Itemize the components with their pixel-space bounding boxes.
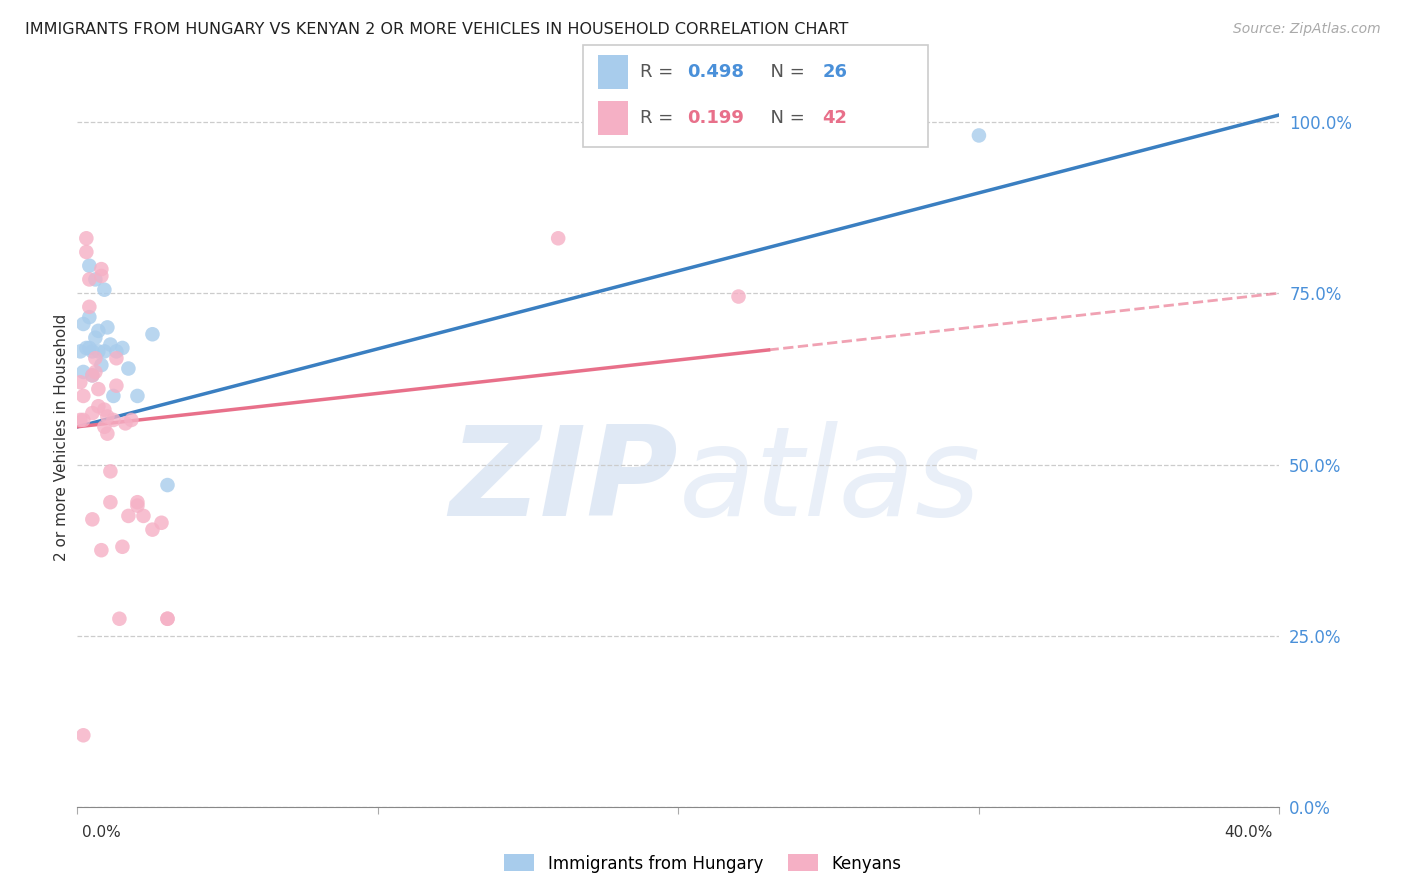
Point bbox=[75, 245, 97, 260]
Point bbox=[156, 612, 179, 626]
Point bbox=[84, 365, 107, 379]
Text: 40.0%: 40.0% bbox=[1225, 825, 1272, 839]
Point bbox=[120, 413, 142, 427]
Point bbox=[79, 259, 101, 273]
Text: N =: N = bbox=[759, 109, 811, 127]
Point bbox=[141, 523, 163, 537]
Point bbox=[79, 341, 101, 355]
Point bbox=[967, 128, 990, 143]
Point bbox=[79, 300, 101, 314]
Point bbox=[103, 413, 125, 427]
Point bbox=[90, 543, 112, 558]
Point bbox=[156, 478, 179, 492]
Point bbox=[72, 389, 94, 403]
Point bbox=[72, 317, 94, 331]
Point bbox=[75, 341, 97, 355]
Point bbox=[103, 389, 125, 403]
Point bbox=[82, 344, 104, 359]
Text: 0.199: 0.199 bbox=[688, 109, 744, 127]
Point bbox=[100, 337, 122, 351]
Point bbox=[69, 344, 91, 359]
Point bbox=[87, 324, 110, 338]
Point bbox=[105, 351, 128, 366]
Point bbox=[108, 612, 131, 626]
Point bbox=[127, 495, 149, 509]
Point bbox=[93, 344, 115, 359]
Point bbox=[87, 382, 110, 396]
Point bbox=[93, 419, 115, 434]
Point bbox=[117, 361, 139, 376]
Point bbox=[93, 283, 115, 297]
Point bbox=[132, 508, 155, 523]
Point bbox=[75, 231, 97, 245]
Point bbox=[79, 310, 101, 325]
Point bbox=[72, 728, 94, 742]
Y-axis label: 2 or more Vehicles in Household: 2 or more Vehicles in Household bbox=[53, 313, 69, 561]
Point bbox=[69, 413, 91, 427]
Point bbox=[114, 417, 136, 431]
Point bbox=[72, 413, 94, 427]
Text: N =: N = bbox=[759, 62, 811, 81]
Text: R =: R = bbox=[640, 109, 679, 127]
Point bbox=[111, 341, 134, 355]
Point bbox=[127, 389, 149, 403]
Text: 0.0%: 0.0% bbox=[82, 825, 121, 839]
Point bbox=[72, 365, 94, 379]
Point bbox=[84, 272, 107, 286]
Point bbox=[82, 406, 104, 420]
Text: atlas: atlas bbox=[679, 421, 980, 542]
Point bbox=[150, 516, 173, 530]
Point bbox=[117, 508, 139, 523]
Point bbox=[156, 612, 179, 626]
Point bbox=[100, 495, 122, 509]
Point bbox=[100, 464, 122, 478]
Point bbox=[82, 512, 104, 526]
Point bbox=[82, 368, 104, 383]
Point bbox=[82, 368, 104, 383]
Point bbox=[87, 399, 110, 413]
Point bbox=[96, 426, 118, 441]
Text: 26: 26 bbox=[823, 62, 848, 81]
Point bbox=[87, 344, 110, 359]
Point bbox=[84, 351, 107, 366]
Point bbox=[90, 268, 112, 283]
Point bbox=[90, 262, 112, 277]
Point bbox=[127, 499, 149, 513]
Point bbox=[96, 409, 118, 424]
Point bbox=[141, 327, 163, 342]
Point bbox=[105, 344, 128, 359]
Point bbox=[105, 378, 128, 392]
Text: 42: 42 bbox=[823, 109, 848, 127]
Text: 0.498: 0.498 bbox=[688, 62, 745, 81]
Text: R =: R = bbox=[640, 62, 679, 81]
Point bbox=[79, 272, 101, 286]
Text: ZIP: ZIP bbox=[450, 421, 679, 542]
Point bbox=[96, 320, 118, 334]
Text: Source: ZipAtlas.com: Source: ZipAtlas.com bbox=[1233, 22, 1381, 37]
Legend: Immigrants from Hungary, Kenyans: Immigrants from Hungary, Kenyans bbox=[498, 847, 908, 880]
Point bbox=[90, 358, 112, 372]
Point bbox=[547, 231, 569, 245]
Point bbox=[84, 331, 107, 345]
Point bbox=[93, 402, 115, 417]
Text: IMMIGRANTS FROM HUNGARY VS KENYAN 2 OR MORE VEHICLES IN HOUSEHOLD CORRELATION CH: IMMIGRANTS FROM HUNGARY VS KENYAN 2 OR M… bbox=[25, 22, 849, 37]
Point bbox=[69, 376, 91, 390]
Point bbox=[111, 540, 134, 554]
Point bbox=[727, 289, 749, 303]
